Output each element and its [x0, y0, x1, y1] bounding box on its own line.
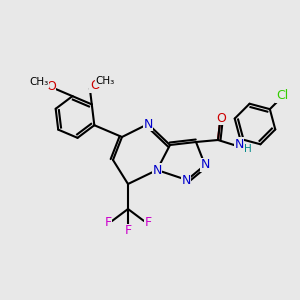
- Text: N: N: [200, 158, 210, 172]
- Text: N: N: [181, 173, 191, 187]
- Text: Cl: Cl: [276, 89, 288, 102]
- Text: CH₃: CH₃: [29, 77, 49, 87]
- Text: F: F: [104, 217, 112, 230]
- Text: H: H: [244, 144, 252, 154]
- Text: O: O: [216, 112, 226, 124]
- Text: N: N: [143, 118, 153, 130]
- Text: N: N: [234, 137, 244, 151]
- Text: N: N: [152, 164, 162, 176]
- Text: O: O: [46, 80, 56, 93]
- Text: O: O: [90, 79, 100, 92]
- Text: F: F: [144, 217, 152, 230]
- Text: CH₃: CH₃: [95, 76, 115, 86]
- Text: F: F: [124, 224, 132, 238]
